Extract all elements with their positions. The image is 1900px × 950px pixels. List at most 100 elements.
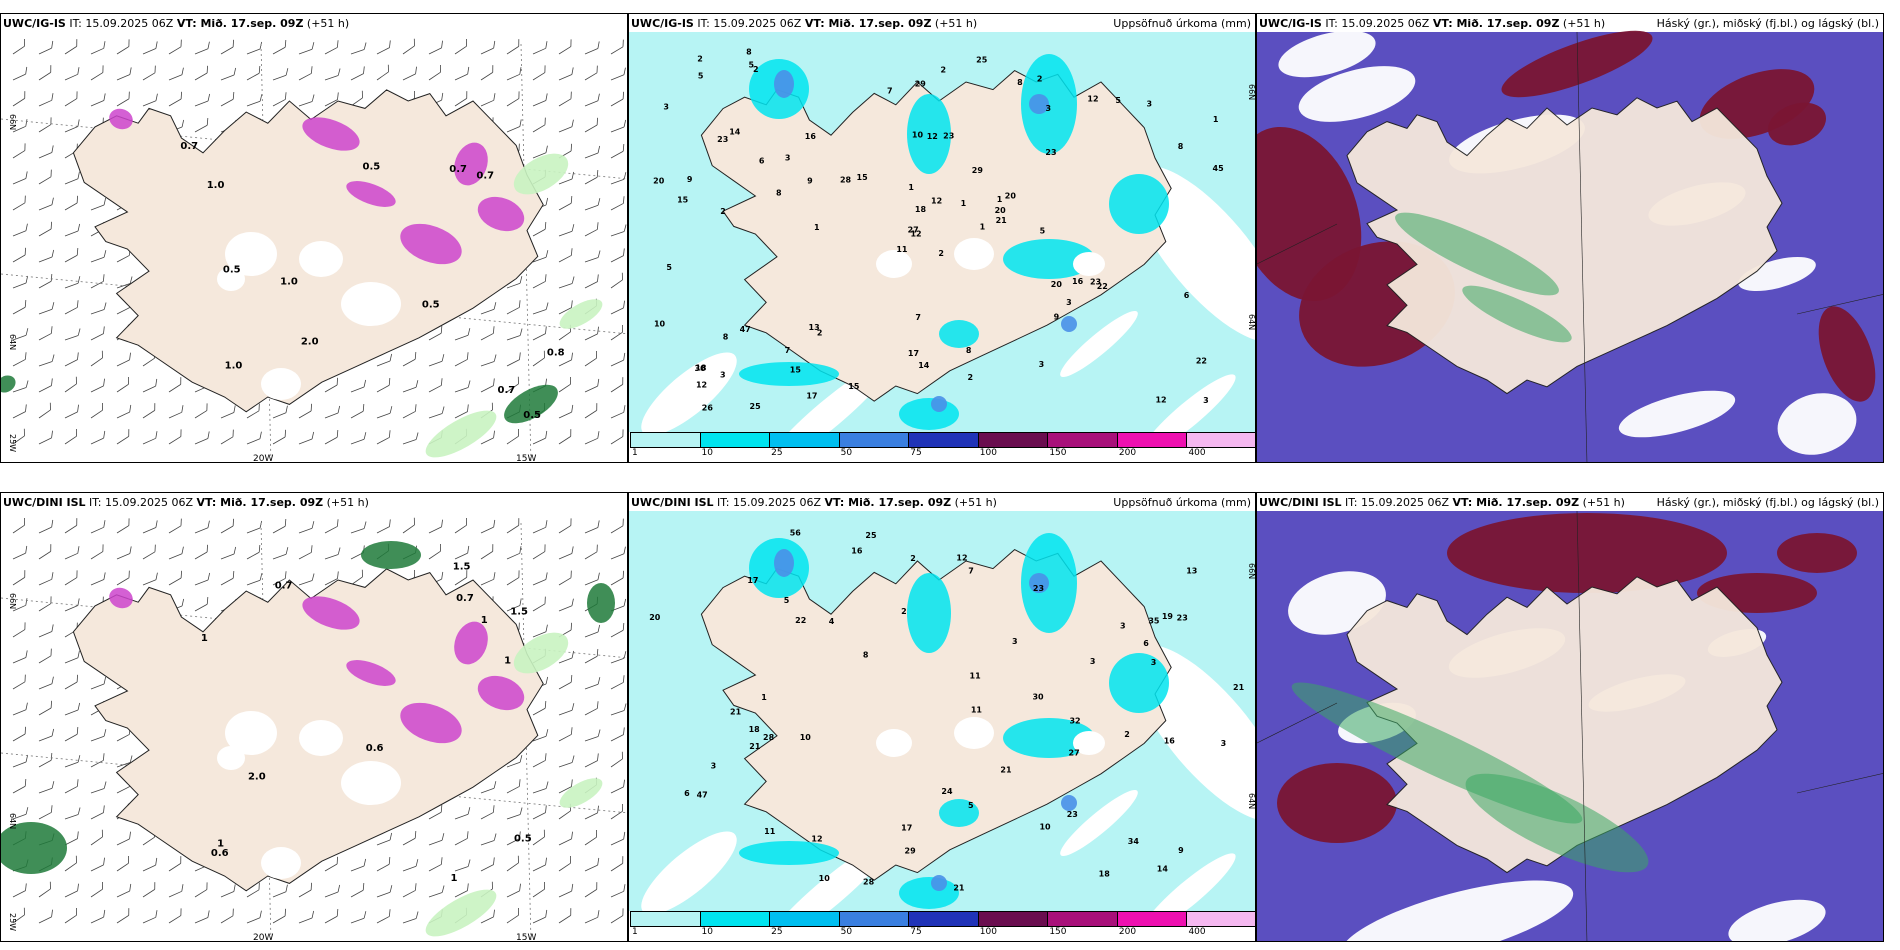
value-label: 1	[908, 183, 914, 192]
latitude-label: 25W	[8, 434, 17, 452]
value-label: 0.5	[223, 265, 241, 276]
value-label: 17	[901, 823, 912, 832]
init-time: IT: 15.09.2025 06Z	[1325, 17, 1430, 30]
value-label: 32	[1069, 717, 1080, 726]
model-name: UWC/DINI ISL	[631, 496, 714, 509]
value-label: 3	[1039, 360, 1045, 369]
colorbar-swatch	[699, 911, 771, 927]
value-label: 6	[684, 789, 690, 798]
value-label: 22	[1196, 357, 1207, 366]
colorbar-swatch	[1116, 432, 1188, 448]
value-label: 47	[740, 325, 751, 334]
value-label: 27	[1069, 748, 1080, 757]
model-name: UWC/IG-IS	[631, 17, 694, 30]
lead-time: (+51 h)	[1562, 17, 1606, 30]
panel-igis-precip: UWC/IG-IS IT: 15.09.2025 06Z VT: Mið. 17…	[628, 13, 1256, 463]
value-label: 3	[1012, 637, 1018, 646]
value-label: 2	[940, 66, 946, 75]
value-label: 18	[915, 205, 927, 214]
panel-variable-title: Háský (gr.), miðský (fj.bl.) og lágský (…	[1656, 17, 1879, 30]
value-label: 26	[702, 404, 714, 413]
colorbar-tick: 10	[701, 448, 713, 458]
cloud-map	[1257, 510, 1883, 941]
value-label: 21	[730, 707, 742, 716]
value-label: 15	[857, 173, 869, 182]
panel-variable-title: Háský (gr.), miðský (fj.bl.) og lágský (…	[1656, 496, 1879, 509]
value-label: 23	[1033, 584, 1044, 593]
value-label: 8	[776, 189, 782, 198]
valid-time: VT: Mið. 17.sep. 09Z	[804, 17, 932, 30]
latitude-label: 64N	[8, 813, 17, 829]
value-label: 23	[1067, 810, 1078, 819]
colorbar-tick: 50	[840, 927, 853, 937]
value-label: 0.5	[523, 410, 541, 421]
longitude-label: 15W	[516, 933, 536, 942]
latitude-label: 64N	[1247, 314, 1256, 330]
value-label: 21	[749, 742, 761, 751]
value-label: 17	[806, 391, 817, 400]
value-label: 22	[1097, 282, 1108, 291]
value-label: 0.5	[514, 833, 532, 844]
lead-time: (+51 h)	[306, 17, 350, 30]
panel-variable-title: Uppsöfnuð úrkoma (mm)	[1113, 496, 1251, 509]
colorbar-tick: 200	[1118, 448, 1137, 458]
latitude-label: 25W	[8, 913, 17, 931]
value-label: 23	[717, 135, 728, 144]
colorbar-tick: 25	[771, 927, 783, 937]
panel-header: UWC/IG-IS IT: 15.09.2025 06Z VT: Mið. 17…	[3, 17, 349, 30]
colorbar-tick: 50	[840, 448, 853, 458]
value-label: 1.0	[207, 180, 225, 191]
panel-variable-title: Uppsöfnuð úrkoma (mm)	[1113, 17, 1251, 30]
value-label: 0.8	[547, 348, 565, 359]
value-label: 3	[1090, 657, 1096, 666]
value-label: 1.0	[225, 361, 243, 372]
value-label: 20	[653, 177, 665, 186]
value-label: 1	[201, 633, 208, 644]
longitude-label: 15W	[516, 454, 536, 463]
colorbar-swatch	[838, 432, 910, 448]
panel-dini-cloud: UWC/DINI ISL IT: 15.09.2025 06Z VT: Mið.…	[1256, 492, 1884, 942]
value-label: 23	[1177, 613, 1188, 622]
value-label: 16	[1072, 277, 1084, 286]
value-label: 24	[941, 787, 953, 796]
value-label: 25	[976, 56, 988, 65]
value-label: 8	[863, 650, 869, 659]
panel-header: UWC/DINI ISL IT: 15.09.2025 06Z VT: Mið.…	[631, 496, 997, 509]
init-time: IT: 15.09.2025 06Z	[717, 496, 822, 509]
lead-time: (+51 h)	[954, 496, 997, 509]
value-label: 16	[1164, 736, 1176, 745]
value-label: 21	[953, 884, 965, 893]
colorbar-swatch	[838, 911, 910, 927]
value-label: 2	[1124, 730, 1130, 739]
valid-time: VT: Mið. 17.sep. 09Z	[196, 496, 324, 509]
value-label: 25	[865, 531, 877, 540]
colorbar-tick: 1	[632, 448, 638, 458]
value-label: 11	[764, 827, 776, 836]
value-label: 14	[729, 128, 741, 137]
lead-time: (+51 h)	[326, 496, 369, 509]
colorbar-swatch	[630, 911, 701, 927]
value-label: 3	[1203, 396, 1209, 405]
colorbar-swatch	[977, 432, 1049, 448]
value-label: 1	[814, 223, 820, 232]
value-label: 29	[905, 847, 917, 856]
valid-time: VT: Mið. 17.sep. 09Z	[824, 496, 952, 509]
value-label: 9	[807, 176, 813, 185]
colorbar-swatch	[630, 432, 701, 448]
value-label: 1	[1213, 115, 1219, 124]
value-label: 2	[697, 55, 703, 64]
value-label: 18	[1099, 870, 1111, 879]
colorbar-tick: 10	[701, 927, 713, 937]
wind-map: 20W 15W 66N 64N 25W 0.7 1 1 1 1.5 0.6 0.5 0.6 0.7 1 1 1.…	[1, 517, 627, 942]
value-label: 3	[1151, 658, 1157, 667]
value-label: 3	[1120, 622, 1126, 631]
colorbar-tick: 400	[1188, 448, 1206, 458]
value-label: 1.5	[453, 562, 471, 573]
value-label: 10	[819, 874, 831, 883]
valid-time: VT: Mið. 17.sep. 09Z	[176, 17, 304, 30]
value-label: 13	[809, 323, 820, 332]
value-label: 2	[1037, 75, 1043, 84]
model-name: UWC/IG-IS	[3, 17, 66, 30]
value-label: 13	[1186, 567, 1197, 576]
init-time: IT: 15.09.2025 06Z	[89, 496, 194, 509]
